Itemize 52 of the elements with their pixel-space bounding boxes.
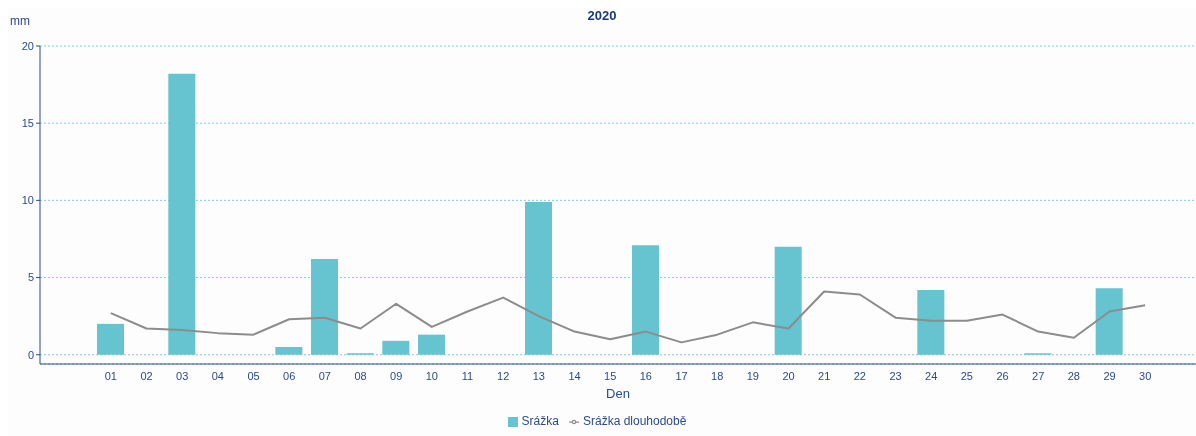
x-tick-label: 24 xyxy=(925,369,938,382)
y-tick-label: 0 xyxy=(27,348,34,361)
y-tick-label: 10 xyxy=(21,194,34,207)
bar xyxy=(311,259,338,355)
y-axis-title: mm xyxy=(10,14,30,28)
x-tick-label: 07 xyxy=(318,369,331,382)
legend-label: Srážka xyxy=(521,414,559,428)
y-tick-label: 20 xyxy=(21,39,34,52)
x-tick-label: 16 xyxy=(639,369,652,382)
x-tick-label: 25 xyxy=(960,369,973,382)
bar xyxy=(917,289,945,355)
bar xyxy=(418,334,445,355)
x-tick-label: 09 xyxy=(390,369,403,382)
bar xyxy=(382,340,410,355)
bar xyxy=(774,246,802,355)
x-tick-label: 04 xyxy=(211,369,224,382)
chart-title: 2020 xyxy=(587,8,617,23)
x-tick-label: 14 xyxy=(568,369,581,382)
x-tick-label: 03 xyxy=(176,369,189,382)
x-tick-label: 06 xyxy=(283,369,296,382)
x-tick-label: 20 xyxy=(782,369,795,382)
x-tick-label: 11 xyxy=(461,369,474,382)
x-tick-label: 08 xyxy=(354,369,367,382)
bar xyxy=(275,347,303,355)
x-tick-label: 28 xyxy=(1067,369,1080,382)
x-tick-label: 15 xyxy=(604,369,617,382)
x-tick-label: 02 xyxy=(140,369,153,382)
y-tick-label: 15 xyxy=(21,117,34,130)
x-tick-label: 30 xyxy=(1139,369,1152,382)
bar xyxy=(1095,288,1123,355)
x-tick-label: 18 xyxy=(711,369,724,382)
x-tick-label: 19 xyxy=(746,369,759,382)
x-tick-label: 27 xyxy=(1032,369,1045,382)
bar xyxy=(97,323,124,355)
bar xyxy=(168,73,196,355)
x-tick-label: 17 xyxy=(675,369,688,382)
x-tick-label: 05 xyxy=(247,369,260,382)
x-axis-title: Den xyxy=(606,386,630,401)
x-tick-label: 13 xyxy=(532,369,545,382)
bar xyxy=(632,245,659,355)
x-tick-label: 29 xyxy=(1103,369,1116,382)
line-series xyxy=(109,290,1147,344)
x-tick-label: 01 xyxy=(104,369,117,382)
bar xyxy=(525,201,552,355)
y-tick-label: 5 xyxy=(27,271,34,284)
x-tick-label: 10 xyxy=(425,369,438,382)
legend-label: Srážka dlouhodobě xyxy=(582,414,687,428)
x-tick-label: 26 xyxy=(996,369,1009,382)
x-tick-label: 23 xyxy=(889,369,902,382)
x-tick-label: 22 xyxy=(853,369,866,382)
x-tick-label: 12 xyxy=(497,369,510,382)
x-tick-label: 21 xyxy=(818,369,831,382)
